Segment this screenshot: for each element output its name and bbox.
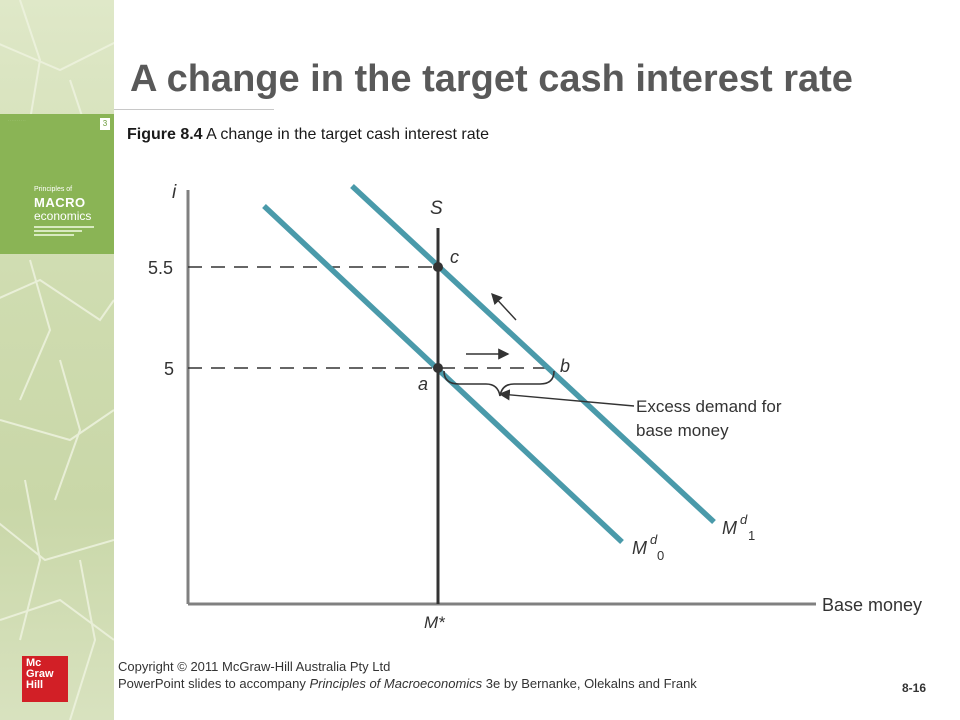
- book-cover-top-text: · · · · · · · · · ·: [8, 118, 26, 122]
- footer-line1: Copyright © 2011 McGraw-Hill Australia P…: [118, 659, 391, 674]
- money-market-diagram: i Base money S M* 5.5 5 c a b Excess dem…: [148, 182, 922, 632]
- book-cover-line1: Principles of: [34, 186, 73, 193]
- title-divider: [114, 109, 274, 110]
- md0-curve: [262, 203, 624, 545]
- md1-label-sub: 1: [748, 528, 755, 543]
- md0-label-sup: d: [650, 532, 658, 547]
- md0-label: M d 0: [632, 532, 664, 563]
- x-axis-label: Base money: [822, 595, 922, 615]
- tick-label-5: 5: [164, 359, 174, 379]
- y-axis-label: i: [172, 182, 177, 203]
- tick-label-5-5: 5.5: [148, 258, 173, 278]
- footer-line2-suffix: 3e by Bernanke, Olekalns and Frank: [482, 676, 697, 691]
- figure-caption: Figure 8.4 A change in the target cash i…: [127, 124, 587, 145]
- footer-book-title: Principles of Macroeconomics: [309, 676, 483, 691]
- book-cover-authors: [34, 226, 94, 238]
- md1-label-base: M: [722, 518, 737, 538]
- figure-caption-label: Figure 8.4: [127, 126, 203, 143]
- figure-caption-text: A change in the target cash interest rat…: [206, 126, 489, 143]
- point-c-marker: [433, 262, 443, 272]
- footer-line2-prefix: PowerPoint slides to accompany: [118, 676, 310, 691]
- supply-label: S: [430, 198, 443, 219]
- leaf-background: [0, 0, 114, 720]
- book-cover-edition-badge: 3: [100, 118, 110, 130]
- slide-number: 8-16: [902, 681, 927, 695]
- leaf-vein-pattern: [0, 0, 114, 720]
- point-a-marker: [433, 363, 443, 373]
- footer-copyright: Copyright © 2011 McGraw-Hill Australia P…: [118, 658, 697, 692]
- md0-label-base: M: [632, 538, 647, 558]
- book-cover-line3: economics: [34, 209, 92, 223]
- point-a-label: a: [418, 374, 428, 394]
- md1-curve: [350, 183, 716, 525]
- annotation-arrow: [498, 389, 635, 407]
- logo-line-mc: Mc: [26, 657, 42, 669]
- md0-label-sub: 0: [657, 548, 664, 563]
- book-cover-line2: MACRO: [34, 195, 86, 210]
- mcgraw-hill-logo: Mc Graw Hill: [22, 656, 68, 702]
- md1-label: M d 1: [722, 512, 755, 543]
- supply-quantity-label: M*: [424, 613, 446, 632]
- upward-arrow: [491, 292, 517, 321]
- annotation-line2: base money: [636, 421, 729, 440]
- logo-line-graw: Graw: [26, 668, 54, 680]
- point-b-label: b: [560, 356, 570, 376]
- book-cover: · · · · · · · · · · 3 Principles of MACR…: [0, 114, 114, 254]
- slide-title: A change in the target cash interest rat…: [130, 58, 853, 100]
- logo-line-hill: Hill: [26, 679, 44, 691]
- point-c-label: c: [450, 247, 459, 267]
- annotation-line1: Excess demand for: [636, 397, 782, 416]
- md1-label-sup: d: [740, 512, 748, 527]
- footer-line2: PowerPoint slides to accompany Principle…: [118, 675, 697, 692]
